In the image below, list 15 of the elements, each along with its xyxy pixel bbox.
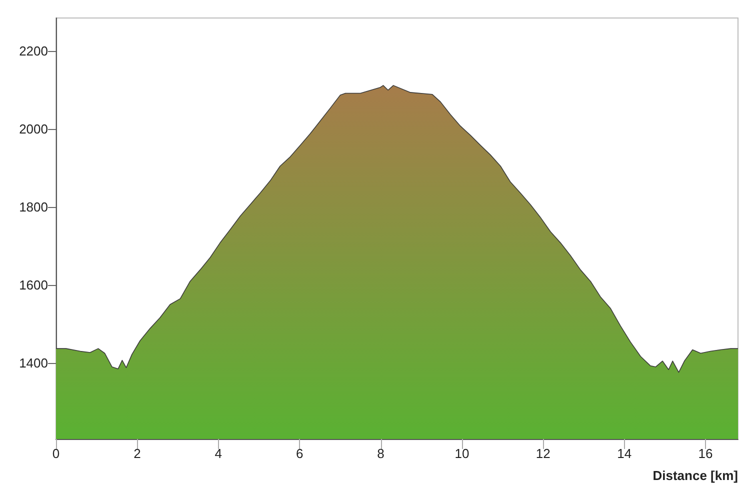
x-tick-label: 12 xyxy=(536,446,550,461)
y-tick-label: 2000 xyxy=(19,122,48,137)
x-tick-label: 4 xyxy=(214,446,222,461)
y-tick-label: 1400 xyxy=(19,355,48,370)
x-tick-label: 10 xyxy=(454,446,470,461)
x-tick-label: 6 xyxy=(296,446,304,461)
x-tick-label: 2 xyxy=(134,446,141,461)
x-tick-label: 16 xyxy=(698,446,713,461)
x-tick-label: 0 xyxy=(52,446,60,461)
x-tick-label: 8 xyxy=(377,446,384,461)
x-tick-label: 14 xyxy=(617,446,632,461)
y-tick-label: 2200 xyxy=(19,44,48,59)
x-axis-title: Distance [km] xyxy=(652,468,738,483)
y-tick-label: 1800 xyxy=(19,200,48,215)
y-tick-label: 1600 xyxy=(19,278,48,293)
